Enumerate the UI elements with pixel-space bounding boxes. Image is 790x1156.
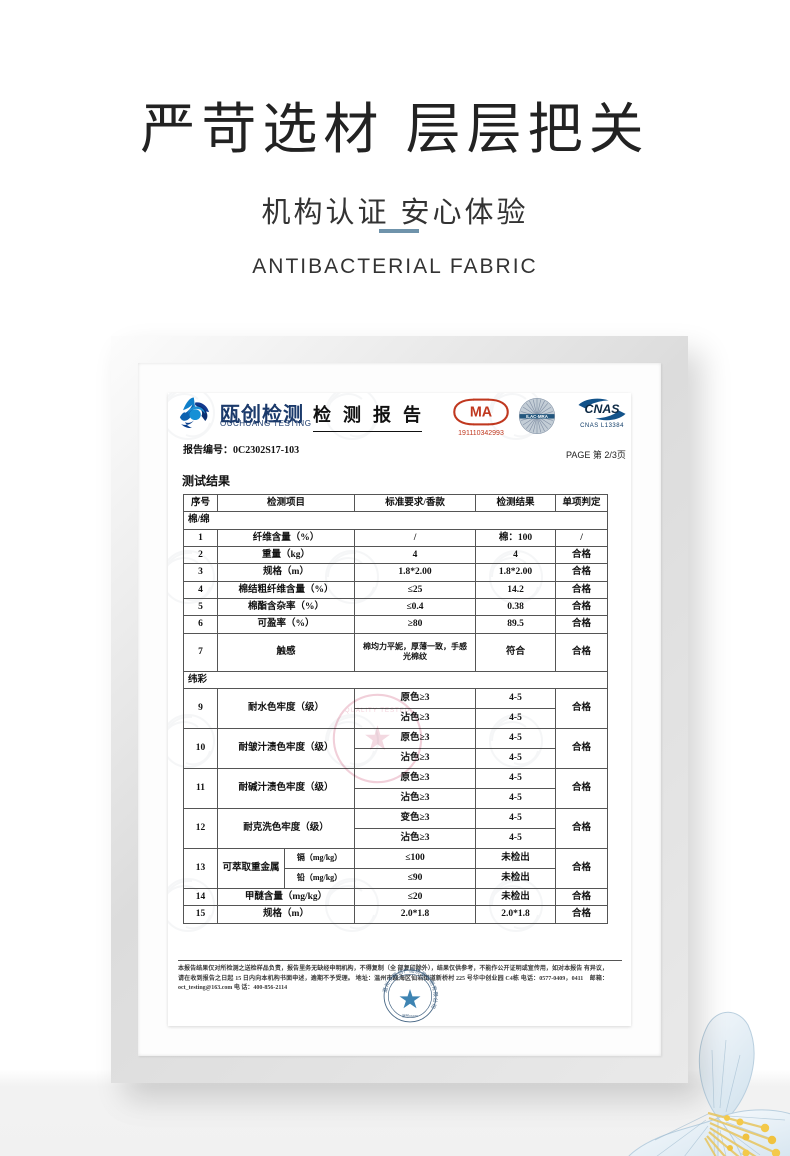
svg-text:MA: MA <box>470 405 492 421</box>
svg-text:CNAS: CNAS <box>585 402 621 416</box>
svg-text:ILAC-MRA: ILAC-MRA <box>526 414 549 419</box>
svg-text:编号66488: 编号66488 <box>402 1013 418 1018</box>
svg-text:QUALITY TESTED: QUALITY TESTED <box>345 707 410 714</box>
